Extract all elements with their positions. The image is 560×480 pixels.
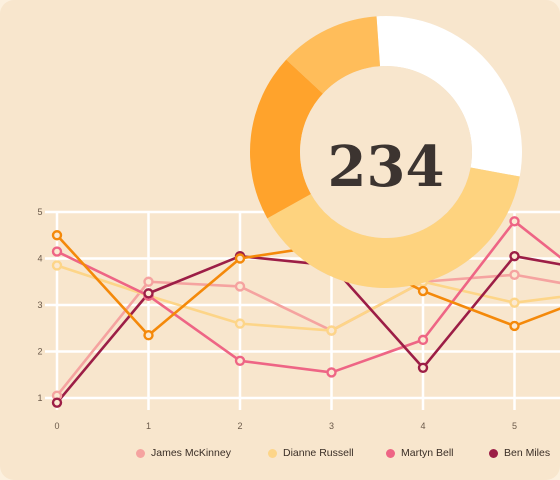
donut-slice-0[interactable] (376, 16, 522, 177)
y-tick-label: 3 (37, 300, 42, 310)
data-point[interactable] (509, 250, 520, 262)
x-tick-label: 4 (420, 421, 425, 431)
donut-center-value: 234 (328, 134, 445, 200)
data-point[interactable] (326, 325, 337, 336)
legend-item[interactable]: Martyn Bell (386, 444, 454, 462)
data-point[interactable] (234, 253, 246, 264)
data-point[interactable] (51, 397, 63, 408)
data-point[interactable] (234, 318, 246, 329)
data-point[interactable] (509, 216, 520, 227)
legend-swatch (268, 448, 277, 458)
data-point[interactable] (509, 269, 520, 280)
y-tick-label: 1 (37, 393, 42, 403)
data-point[interactable] (417, 285, 429, 297)
chart-legend: James McKinney Dianne Russell Martyn Bell B… (0, 444, 560, 464)
data-point[interactable] (143, 276, 154, 287)
legend-swatch (489, 448, 498, 458)
data-point[interactable] (51, 260, 63, 271)
data-point[interactable] (509, 320, 520, 332)
legend-item[interactable]: Ben Miles (489, 444, 550, 462)
legend-item[interactable]: James McKinney (136, 444, 231, 462)
y-tick-label: 2 (37, 347, 42, 357)
y-tick-label: 4 (37, 254, 42, 264)
legend-label: James McKinney (151, 447, 231, 459)
data-point[interactable] (143, 330, 154, 341)
data-point[interactable] (326, 367, 337, 378)
legend-swatch (136, 448, 145, 458)
data-point[interactable] (51, 230, 63, 241)
data-point[interactable] (143, 288, 154, 299)
donut-slice-1[interactable] (267, 167, 520, 289)
x-tick-label: 1 (146, 421, 151, 431)
donut-slice-3[interactable] (286, 16, 381, 94)
legend-label: Ben Miles (504, 447, 551, 459)
data-point[interactable] (417, 334, 429, 346)
data-point[interactable] (509, 297, 520, 308)
data-point[interactable] (417, 362, 429, 373)
legend-label: Dianne Russell (283, 447, 354, 459)
legend-swatch (386, 448, 395, 458)
donut-slice-2[interactable] (250, 59, 323, 219)
data-point[interactable] (51, 246, 63, 257)
x-tick-label: 5 (512, 421, 517, 431)
donut-hole (300, 66, 472, 238)
x-tick-label: 0 (54, 421, 59, 431)
legend-label: Martyn Bell (401, 447, 454, 459)
legend-item[interactable]: Dianne Russell (268, 444, 354, 462)
x-tick-label: 3 (329, 421, 334, 431)
x-tick-label: 2 (237, 421, 242, 431)
y-tick-label: 5 (37, 207, 42, 217)
data-point[interactable] (234, 355, 246, 366)
data-point[interactable] (234, 281, 246, 292)
